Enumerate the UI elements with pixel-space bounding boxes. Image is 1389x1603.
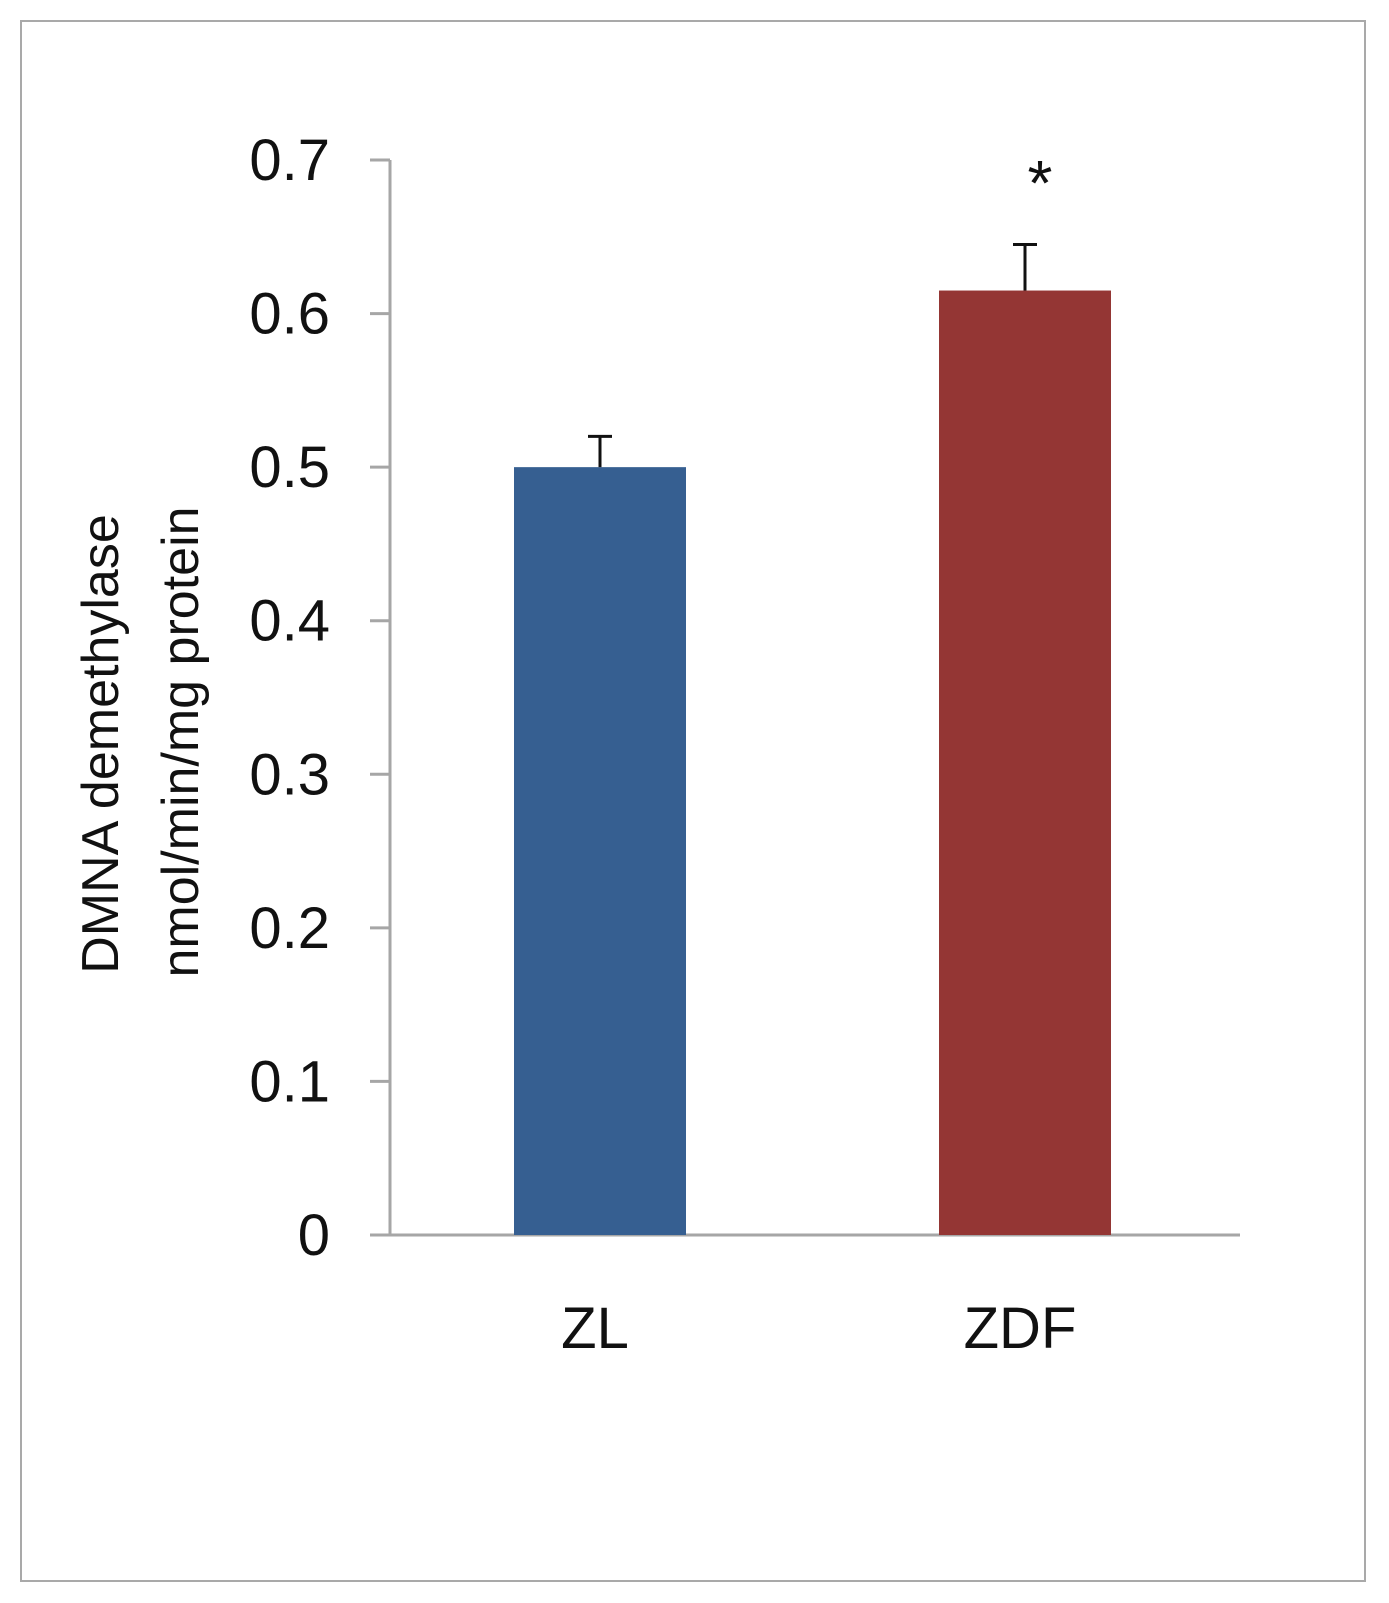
category-label-zl: ZL [561, 1296, 629, 1361]
y-tick-label: 0 [298, 1203, 330, 1268]
significance-asterisk: * [1028, 147, 1053, 219]
bars [514, 290, 1111, 1236]
bar-zdf [939, 290, 1111, 1235]
y-tick-label: 0.2 [249, 896, 330, 961]
y-ticks: 0 0.1 0.2 0.3 0.4 0.5 0.6 0.7 [249, 128, 390, 1268]
y-axis-label: DMNA demethylase nmol/min/mg protein [72, 506, 210, 977]
y-tick-label: 0.6 [249, 282, 330, 347]
error-bars [588, 242, 1037, 468]
y-tick-label: 0.4 [249, 589, 330, 654]
category-label-zdf: ZDF [964, 1296, 1077, 1361]
category-labels: ZL ZDF [561, 1296, 1076, 1361]
y-axis-label-line-1: DMNA demethylase [72, 514, 130, 974]
bar-zl [514, 467, 686, 1236]
y-tick-label: 0.3 [249, 742, 330, 807]
chart-frame [20, 20, 1366, 1582]
y-tick-label: 0.5 [249, 435, 330, 500]
y-axis-label-line-2: nmol/min/mg protein [152, 506, 210, 977]
y-tick-label: 0.1 [249, 1049, 330, 1114]
y-tick-label: 0.7 [249, 128, 330, 193]
annotations: * [1028, 147, 1053, 219]
